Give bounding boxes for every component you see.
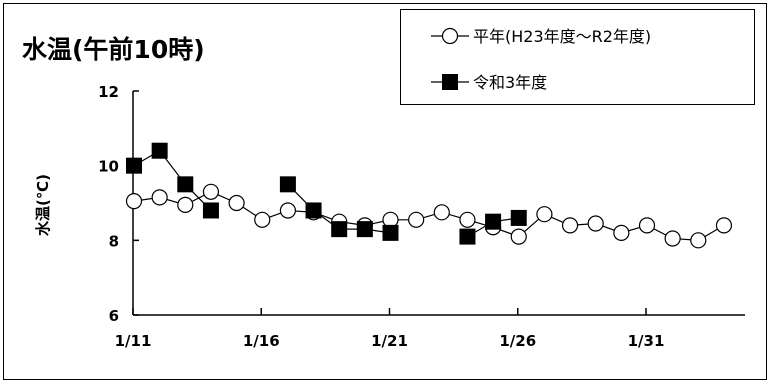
series-r3-point (279, 176, 296, 193)
x-tick-label: 1/11 (115, 332, 152, 350)
x-tick-label: 1/26 (499, 332, 536, 350)
series-normal-point (228, 194, 245, 212)
series-normal-point (587, 215, 604, 232)
y-tick-label: 12 (98, 83, 119, 101)
legend-graphic: 平年(H23年度〜R2年度) 令和3年度 (431, 27, 651, 92)
legend: 平年(H23年度〜R2年度) 令和3年度 (400, 9, 755, 105)
series-normal-point (433, 204, 450, 221)
series-r3-point (382, 224, 399, 241)
series-r3-point (305, 202, 322, 219)
series-normal-point (536, 206, 553, 223)
series-r3-point (459, 228, 476, 245)
series-normal-point (690, 232, 707, 249)
series-normal-point (279, 202, 296, 219)
series-r3-point (202, 202, 219, 219)
series-r3-line (133, 149, 212, 211)
series-r3-point (151, 142, 168, 159)
x-tick-label: 1/16 (243, 332, 280, 350)
series-normal-point (408, 211, 425, 228)
y-tick-label: 8 (109, 232, 119, 250)
y-tick-label: 6 (109, 307, 119, 325)
series-r3-point (356, 221, 373, 238)
y-axis-label: 水温(℃) (34, 174, 52, 236)
series-r3-point (485, 213, 502, 230)
series-normal-point (459, 211, 476, 228)
x-tick-label: 1/21 (371, 332, 408, 350)
series-normal-point (510, 228, 527, 245)
legend-marker-normal (441, 27, 459, 45)
series-r3-point (331, 221, 348, 238)
series-r3-point (126, 157, 142, 174)
series-r3-point (177, 176, 194, 193)
series-normal-point (177, 196, 194, 213)
series-normal-point (125, 193, 143, 210)
series-normal-point (561, 217, 579, 234)
series-normal-point (254, 211, 271, 228)
legend-label-r3: 令和3年度 (473, 73, 547, 92)
legend-label-normal: 平年(H23年度〜R2年度) (473, 27, 651, 46)
chart-title: 水温(午前10時) (22, 35, 205, 64)
series-normal-point (715, 217, 733, 234)
series-r3-point (510, 209, 527, 226)
series-normal-line (133, 191, 725, 241)
series-normal-point (151, 189, 168, 206)
series-normal-point (613, 224, 630, 241)
series-normal-point (664, 230, 681, 247)
x-tick-label: 1/31 (628, 332, 665, 350)
y-tick-label: 10 (98, 158, 119, 176)
series-normal-point (638, 217, 656, 234)
series-normal-point (202, 183, 220, 200)
legend-marker-r3 (442, 74, 458, 90)
